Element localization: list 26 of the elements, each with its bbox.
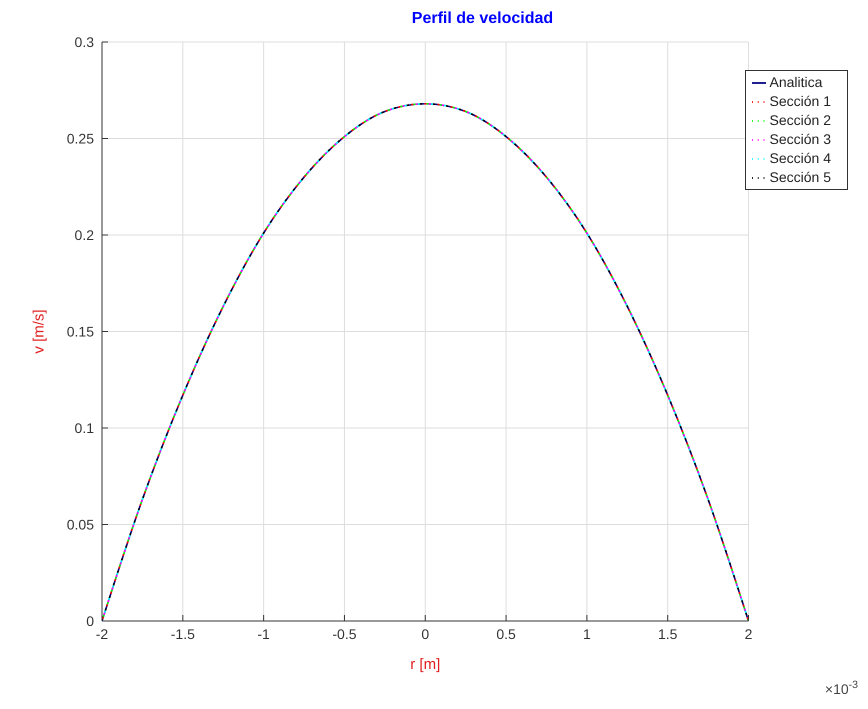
y-tick-label: 0	[86, 612, 94, 629]
y-tick-label: 0.15	[66, 323, 94, 340]
legend-label: Sección 1	[770, 93, 831, 109]
x-tick-label: -2	[96, 626, 108, 642]
y-tick-label: 0.25	[66, 130, 94, 146]
x-tick-label: 0	[421, 626, 430, 642]
text: ×10$^{-3}$	[824, 679, 858, 697]
legend-label: Sección 5	[770, 169, 831, 185]
legend-label: Analitica	[770, 74, 822, 90]
x-axis-title: r [m]	[410, 656, 440, 673]
x-tick-label: -1	[257, 626, 270, 642]
legend-label: Sección 2	[770, 112, 831, 128]
y-tick-label: 0.1	[74, 420, 94, 436]
legend-label: Sección 3	[770, 131, 831, 147]
x-tick-label: 1	[582, 626, 591, 642]
legend-label: Sección 4	[770, 150, 831, 166]
y-tick-label: 0.05	[66, 516, 94, 532]
y-tick-label: 0.3	[74, 34, 94, 50]
chart-title: Perfil de velocidad	[410, 10, 554, 28]
x-tick-label: 0.5	[496, 626, 516, 642]
x-tick-label: 2	[744, 626, 753, 642]
y-tick-label: 0.2	[74, 226, 94, 243]
y-axis-title: v [m/s]	[30, 309, 48, 354]
x-tick-label: -0.5	[332, 626, 357, 642]
x-tick-label: 1.5	[658, 626, 678, 642]
x-tick-label: -1.5	[170, 626, 196, 642]
